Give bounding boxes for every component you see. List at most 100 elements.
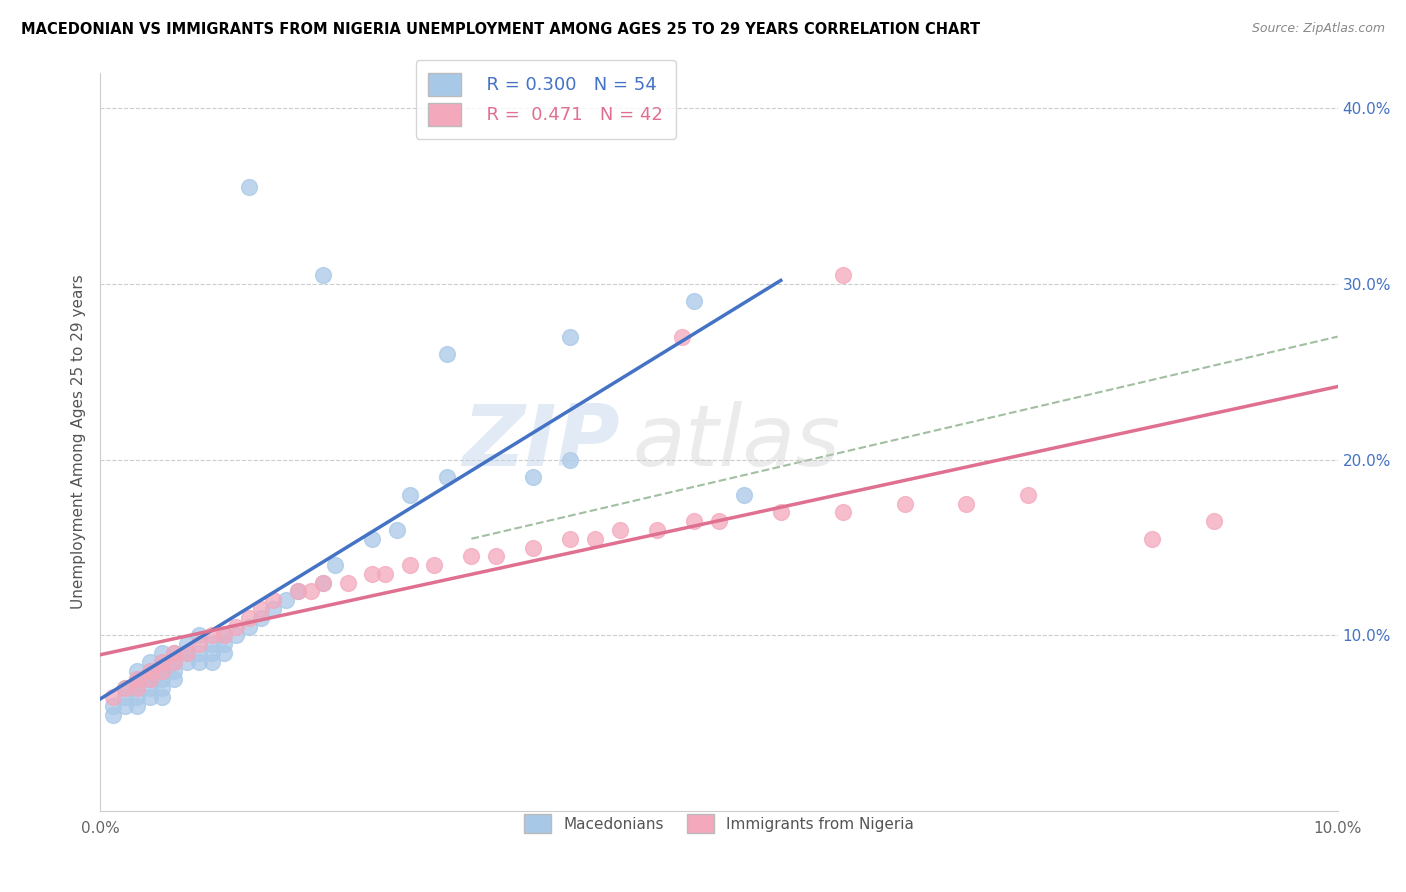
Text: MACEDONIAN VS IMMIGRANTS FROM NIGERIA UNEMPLOYMENT AMONG AGES 25 TO 29 YEARS COR: MACEDONIAN VS IMMIGRANTS FROM NIGERIA UN… (21, 22, 980, 37)
Point (200, 637, 222, 651)
Point (683, 294, 706, 309)
Text: atlas: atlas (633, 401, 841, 483)
Point (150, 646, 173, 660)
Point (671, 329, 693, 343)
Point (560, 452, 582, 467)
Point (398, 558, 420, 573)
Point (212, 646, 235, 660)
Point (150, 664, 173, 678)
Point (262, 593, 284, 607)
Point (127, 673, 149, 687)
Point (560, 532, 582, 546)
Point (163, 664, 186, 678)
Point (274, 593, 297, 607)
Point (138, 655, 160, 669)
Point (423, 558, 446, 573)
Point (127, 664, 149, 678)
Point (150, 681, 173, 695)
Point (250, 602, 273, 616)
Point (200, 646, 222, 660)
Point (436, 470, 458, 484)
Point (127, 681, 149, 695)
Point (114, 698, 136, 713)
Point (460, 549, 482, 564)
Point (733, 488, 755, 502)
Point (127, 681, 149, 695)
Point (176, 646, 198, 660)
Point (485, 549, 508, 564)
Point (609, 523, 631, 537)
Point (163, 655, 186, 669)
Point (101, 690, 124, 704)
Text: Source: ZipAtlas.com: Source: ZipAtlas.com (1251, 22, 1385, 36)
Point (374, 566, 396, 581)
Point (1140, 532, 1163, 546)
Legend: Macedonians, Immigrants from Nigeria: Macedonians, Immigrants from Nigeria (513, 803, 925, 844)
Point (138, 673, 160, 687)
Point (323, 558, 346, 573)
Point (645, 523, 668, 537)
Point (238, 180, 260, 194)
Point (127, 690, 149, 704)
Point (398, 488, 420, 502)
Point (114, 690, 136, 704)
Point (163, 655, 186, 669)
Point (522, 541, 544, 555)
Point (893, 497, 915, 511)
Point (200, 628, 222, 642)
Point (127, 698, 149, 713)
Point (287, 584, 309, 599)
Point (707, 514, 730, 528)
Point (312, 575, 335, 590)
Point (250, 611, 273, 625)
Point (188, 646, 211, 660)
Point (101, 707, 124, 722)
Point (163, 646, 186, 660)
Point (150, 655, 173, 669)
Point (522, 470, 544, 484)
Point (138, 673, 160, 687)
Point (176, 655, 198, 669)
Point (138, 664, 160, 678)
Point (138, 681, 160, 695)
Text: ZIP: ZIP (463, 401, 620, 483)
Point (163, 673, 186, 687)
Point (238, 611, 260, 625)
Point (238, 620, 260, 634)
Point (212, 628, 235, 642)
Point (583, 532, 606, 546)
Point (176, 646, 198, 660)
Point (150, 690, 173, 704)
Point (200, 655, 222, 669)
Point (1202, 514, 1225, 528)
Point (150, 655, 173, 669)
Point (955, 497, 977, 511)
Point (312, 268, 335, 282)
Point (138, 664, 160, 678)
Point (361, 566, 384, 581)
Point (150, 664, 173, 678)
Point (683, 514, 706, 528)
Point (225, 620, 247, 634)
Point (101, 698, 124, 713)
Point (312, 575, 335, 590)
Point (262, 602, 284, 616)
Point (831, 268, 853, 282)
Point (114, 681, 136, 695)
Point (127, 673, 149, 687)
Point (138, 673, 160, 687)
Point (436, 347, 458, 361)
Point (361, 532, 384, 546)
Point (299, 584, 322, 599)
Point (188, 628, 211, 642)
Point (163, 646, 186, 660)
Point (150, 673, 173, 687)
Point (225, 628, 247, 642)
Point (114, 681, 136, 695)
Point (560, 329, 582, 343)
Point (769, 505, 792, 519)
Point (138, 690, 160, 704)
Point (188, 655, 211, 669)
Point (176, 637, 198, 651)
Point (831, 505, 853, 519)
